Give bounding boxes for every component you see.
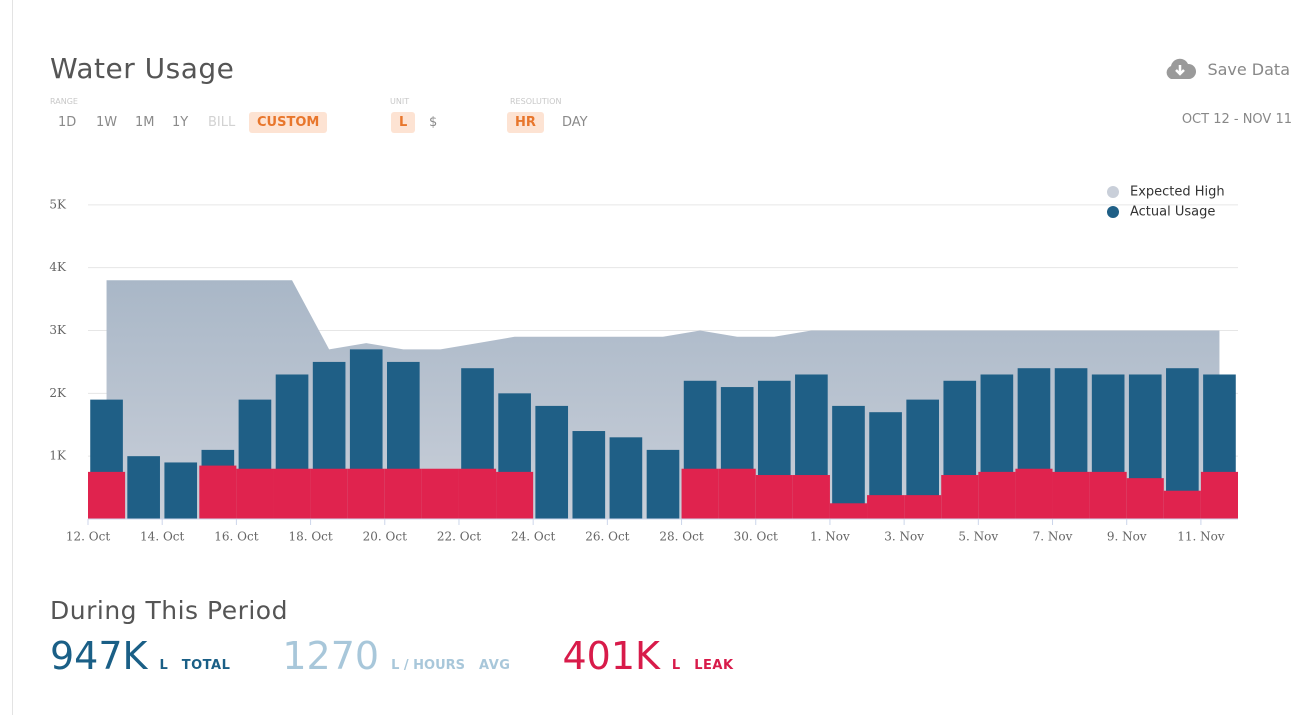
usage-bar (164, 462, 198, 519)
x-tick-label: 9. Nov (1107, 530, 1147, 544)
x-tick-label: 18. Oct (288, 530, 332, 544)
x-tick-label: 26. Oct (585, 530, 629, 544)
leak-bar (1052, 471, 1090, 519)
x-tick-label: 5. Nov (958, 530, 998, 544)
summary-title: During This Period (50, 596, 288, 625)
leak-bar (1163, 490, 1201, 519)
x-tick-label: 3. Nov (884, 530, 924, 544)
x-tick-label: 12. Oct (66, 530, 110, 544)
total-unit: L (159, 658, 168, 673)
leak-bar (236, 468, 274, 519)
range-option[interactable]: CUSTOM (249, 112, 328, 133)
usage-bar (609, 437, 643, 519)
x-tick-label: 30. Oct (734, 530, 778, 544)
leak-bar (458, 468, 497, 519)
avg-unit: L / HOURS (391, 658, 466, 673)
unit-option[interactable]: $ (429, 115, 438, 130)
range-caption: RANGE (50, 97, 78, 106)
leak-value: 401K (562, 634, 660, 678)
usage-bar (572, 431, 606, 519)
avg-value: 1270 (282, 634, 380, 678)
leak-bar (421, 468, 459, 519)
save-button[interactable]: Save Data (1163, 58, 1290, 80)
leak-bar (88, 471, 126, 519)
leak-bar (1200, 471, 1238, 519)
range-option[interactable]: 1W (96, 115, 118, 130)
summary: 947K L TOTAL 1270 L / HOURS AVG 401K L L… (50, 634, 786, 678)
range-option[interactable]: 1M (135, 115, 155, 130)
leak-bar (1126, 478, 1164, 519)
legend-label: Actual Usage (1130, 205, 1215, 220)
divider (12, 0, 13, 715)
leak-bar (496, 471, 534, 519)
y-tick-label: 3K (49, 323, 67, 337)
y-tick-label: 5K (49, 197, 67, 211)
y-tick-label: 1K (49, 449, 67, 463)
leak-label: LEAK (694, 658, 734, 673)
leak-bar (310, 468, 348, 519)
range-option[interactable]: BILL (208, 115, 236, 130)
x-tick-label: 1. Nov (810, 530, 850, 544)
resolution-option[interactable]: HR (507, 112, 544, 133)
x-tick-label: 16. Oct (214, 530, 258, 544)
avg-label: AVG (479, 658, 511, 673)
legend-swatch (1107, 206, 1119, 218)
y-tick-label: 4K (49, 260, 67, 274)
leak-bar (792, 475, 830, 519)
leak-bar (384, 468, 422, 519)
expected-area (106, 280, 1220, 519)
x-tick-label: 14. Oct (140, 530, 184, 544)
resolution-caption: RESOLUTION (510, 97, 562, 106)
leak-bar (904, 495, 942, 519)
leak-bar (1015, 468, 1053, 519)
leak-bar (867, 495, 905, 519)
leak-bar (681, 468, 719, 519)
chart: 1K 2K 3K 4K 5K 12. Oct 14. Oct 16. Oct 18. Oct 20… (49, 185, 1238, 544)
usage-bar (646, 449, 680, 519)
x-tick-label: 24. Oct (511, 530, 555, 544)
leak-bar (829, 503, 868, 519)
unit-caption: UNIT (390, 97, 410, 106)
cloud-icon (1167, 58, 1197, 79)
range-option[interactable]: 1D (58, 115, 77, 130)
total-label: TOTAL (181, 658, 231, 673)
x-tick-label: 11. Nov (1177, 530, 1225, 544)
leak-unit: L (671, 658, 681, 673)
leak-bar (941, 475, 979, 519)
x-tick-label: 7. Nov (1033, 530, 1073, 544)
unit-option[interactable]: L (391, 112, 416, 133)
leak-bar (1089, 471, 1127, 519)
x-tick-label: 20. Oct (363, 530, 407, 544)
x-tick-label: 28. Oct (659, 530, 703, 544)
resolution-option[interactable]: DAY (562, 115, 588, 130)
range-option[interactable]: 1Y (172, 115, 189, 130)
leak-bar (199, 465, 237, 519)
leak-bar (718, 468, 756, 519)
x-tick-label: 22. Oct (437, 530, 481, 544)
legend-swatch (1107, 186, 1119, 198)
y-tick-label: 2K (49, 386, 67, 400)
save-label: Save Data (1207, 59, 1290, 79)
usage-bar (535, 405, 569, 519)
leak-bar (347, 468, 385, 519)
page-title: Water Usage (50, 52, 235, 85)
usage-bar (832, 405, 865, 519)
leak-bar (273, 468, 311, 519)
date-range: OCT 12 - NOV 11 (1181, 112, 1292, 127)
usage-bar (127, 456, 160, 519)
leak-bar (755, 475, 793, 519)
leak-bar (978, 471, 1016, 519)
total-value: 947K (50, 634, 148, 678)
legend-label: Expected High (1130, 185, 1225, 200)
